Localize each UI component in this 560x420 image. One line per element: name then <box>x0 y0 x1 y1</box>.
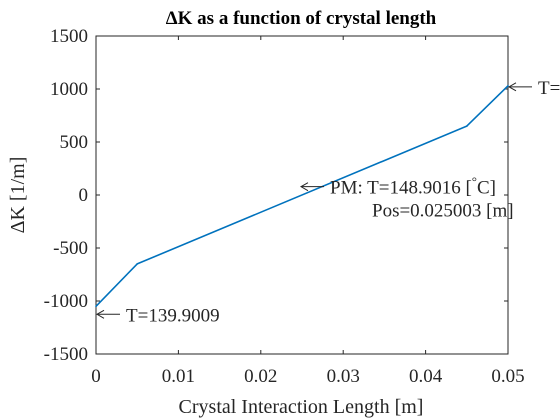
annotation-label-pm: PM: T=148.9016 [°C] <box>330 174 496 199</box>
y-axis-ticks: -1500 -1000 -500 0 500 1000 1500 <box>44 26 508 365</box>
chart-title: ΔK as a function of crystal length <box>166 8 437 29</box>
series-point <box>95 305 97 308</box>
degree-symbol: ° <box>472 174 477 189</box>
y-tick-label: -1500 <box>44 344 88 365</box>
annotation-layer: T=139.9009 PM: T=148.9016 [°C]Pos=0.02500… <box>95 78 560 326</box>
x-tick-label: 0.04 <box>409 366 443 387</box>
annotation-arrowhead <box>507 82 517 92</box>
series-point <box>136 263 138 265</box>
x-tick-label: 0.03 <box>327 366 360 387</box>
x-axis-label: Crystal Interaction Length [m] <box>179 396 424 418</box>
series-line <box>95 85 509 307</box>
annotation-arrowhead <box>95 309 105 319</box>
x-tick-label: 0.01 <box>162 366 195 387</box>
x-tick-label: 0.05 <box>491 366 524 387</box>
y-tick-label: 0 <box>79 185 89 206</box>
annotation-unit: C] <box>477 178 496 199</box>
annotation-label-min: T=139.9009 <box>126 305 220 326</box>
x-axis-ticks: 0 0.01 0.02 0.03 0.04 0.05 <box>91 36 525 387</box>
y-axis-label: ΔK [1/m] <box>7 157 29 234</box>
annotation-arrowhead <box>299 182 309 192</box>
series-point <box>507 85 509 87</box>
y-tick-label: 500 <box>60 132 89 153</box>
y-tick-label: 1500 <box>50 26 88 47</box>
annotation-label-pos: Pos=0.025003 [m] <box>372 201 514 222</box>
y-tick-label: -500 <box>53 238 88 259</box>
y-tick-label: -1000 <box>44 291 88 312</box>
y-tick-label: 1000 <box>50 79 88 100</box>
x-tick-label: 0 <box>91 366 101 387</box>
series-point <box>466 125 468 127</box>
annotation-label-max: T= <box>538 78 560 99</box>
series-layer <box>95 85 509 308</box>
x-tick-label: 0.02 <box>244 366 277 387</box>
